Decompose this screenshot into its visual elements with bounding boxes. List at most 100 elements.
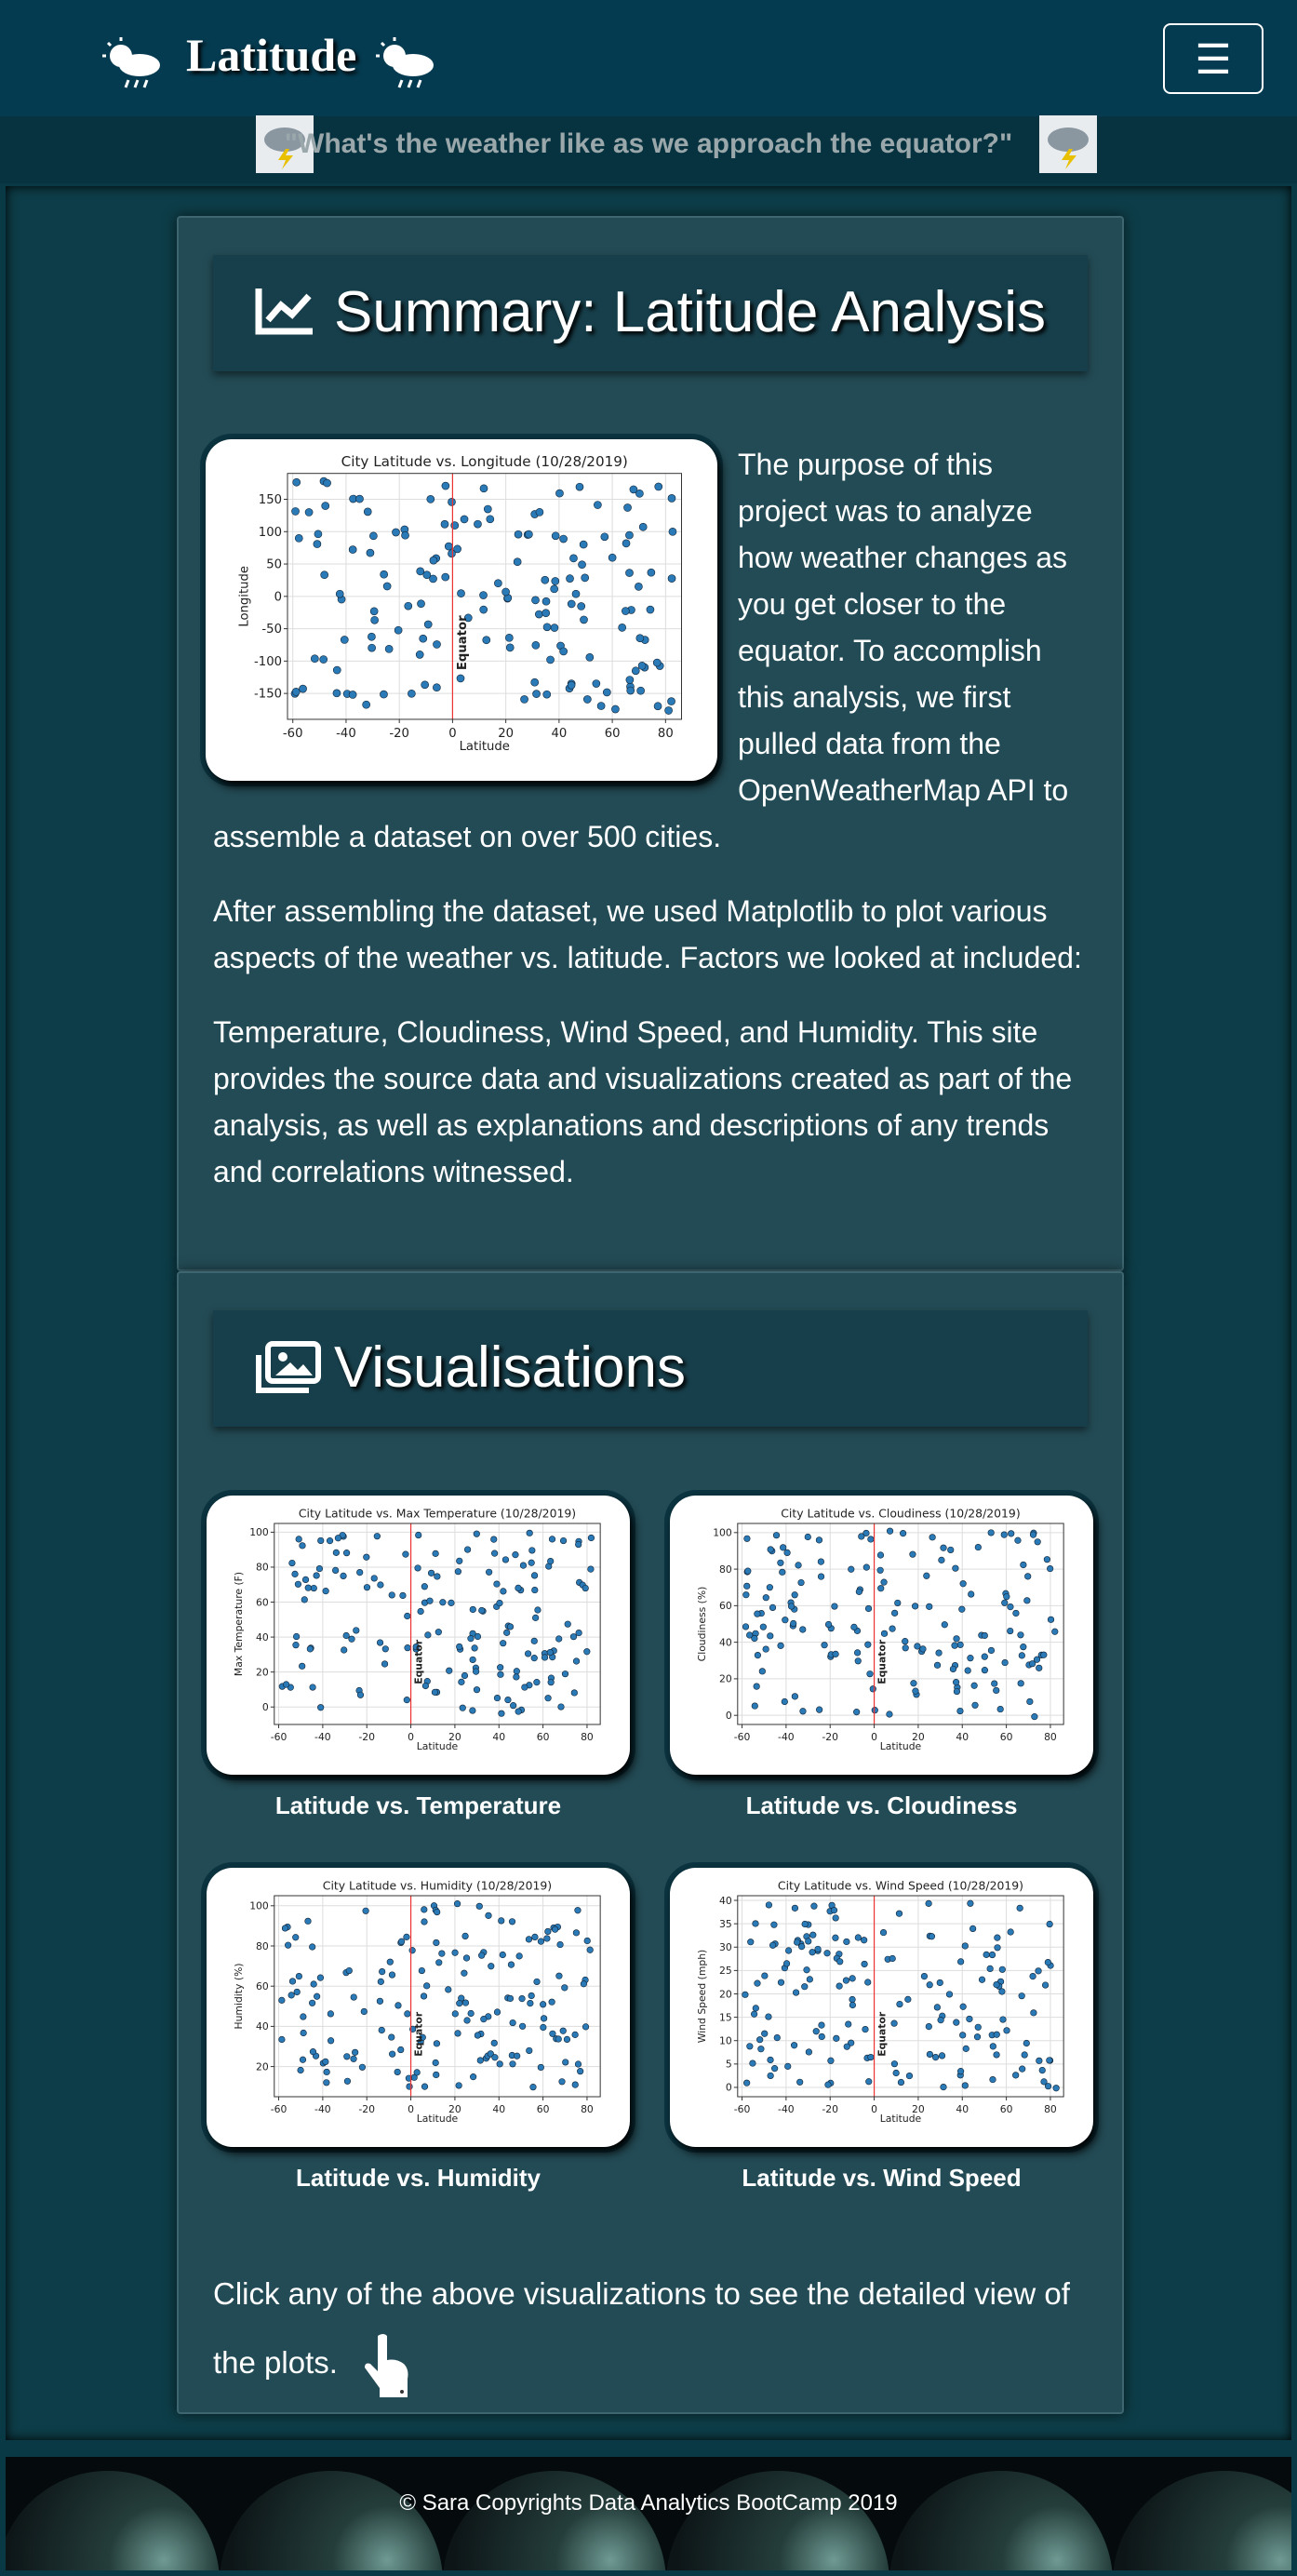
plot-frame[interactable]: -60 -40 -20 0 20 40 60 80 0 5 10 15 20 25 30 35 40 Equato… xyxy=(670,1868,1093,2147)
decor-dot xyxy=(773,2034,781,2042)
decor-dot xyxy=(1038,2067,1046,2074)
y-tick-label: 20 xyxy=(256,2060,269,2073)
decor-dot xyxy=(419,634,428,643)
decor-dot xyxy=(501,1556,510,1563)
plot-frame[interactable]: -60 -40 -20 0 20 40 60 80 0 20 40 60 80 100 Equator Cit… xyxy=(207,1496,630,1775)
decor-dot xyxy=(544,1927,552,1936)
decor-dot xyxy=(752,2005,759,2012)
decor-dot xyxy=(865,2078,873,2086)
decor-dot xyxy=(925,1899,932,1907)
decor-dot xyxy=(1012,1609,1020,1617)
decor-dot xyxy=(292,1642,300,1649)
decor-dot xyxy=(959,2003,967,2010)
decor-dot xyxy=(993,2051,1000,2059)
decor-dot xyxy=(513,1668,520,1675)
decor-dot xyxy=(1018,1652,1025,1659)
decor-dot xyxy=(823,1950,831,1957)
decor-dot xyxy=(999,2016,1007,2023)
decor-dot xyxy=(483,504,492,514)
x-tick-label: -60 xyxy=(734,2103,751,2115)
decor-dot xyxy=(369,607,379,616)
decor-dot xyxy=(567,599,576,609)
y-tick-label: 60 xyxy=(719,1600,732,1612)
decor-dot xyxy=(1040,2078,1048,2086)
decor-dot xyxy=(742,1991,749,1998)
x-tick-label: -40 xyxy=(778,1731,795,1743)
annotation: Equator xyxy=(456,615,470,670)
decor-dot xyxy=(432,2059,439,2067)
y-tick-label: 5 xyxy=(726,2059,732,2071)
decor-dot xyxy=(1001,1599,1009,1606)
plot-frame[interactable]: -60 -40 -20 0 20 40 60 80 20 40 60 80 100 Equator City… xyxy=(207,1868,630,2147)
footer xyxy=(0,2457,1297,2576)
y-tick-label: 100 xyxy=(249,1900,269,1912)
decor-dot xyxy=(1029,1531,1037,1538)
decor-dot xyxy=(332,1566,340,1575)
decor-dot xyxy=(418,1966,425,1975)
decor-dot xyxy=(582,2023,590,2031)
decor-dot xyxy=(886,1527,894,1535)
decor-dot xyxy=(510,1702,517,1710)
decor-dot xyxy=(592,679,601,688)
decor-dot xyxy=(498,1917,505,1925)
decor-dot xyxy=(1029,1972,1036,1980)
decor-dot xyxy=(787,1603,796,1610)
decor-dot xyxy=(756,2036,764,2044)
brand[interactable]: Latitude xyxy=(186,29,357,81)
decor-dot xyxy=(323,2068,330,2076)
decor-dot xyxy=(1047,1564,1054,1573)
decor-dot xyxy=(572,1657,581,1665)
decor-dot xyxy=(853,1709,861,1716)
decor-dot xyxy=(542,609,551,618)
y-tick-label: -150 xyxy=(254,688,282,702)
decor-dot xyxy=(563,2035,571,2044)
decor-dot xyxy=(845,2020,852,2028)
y-axis-label: Longitude xyxy=(238,566,252,627)
y-tick-label: 0 xyxy=(262,1701,269,1713)
decor-dot xyxy=(429,556,438,565)
decor-dot xyxy=(281,1925,289,1932)
decor-dot xyxy=(382,582,392,591)
chart-icon xyxy=(255,288,313,335)
decor-dot xyxy=(282,1681,290,1688)
decor-dot xyxy=(926,1981,933,1989)
decor-dot xyxy=(294,1580,302,1588)
decor-dot xyxy=(513,557,522,567)
x-tick-label: 0 xyxy=(871,1731,877,1743)
note-wrap: Click any of the above visualizations to… xyxy=(213,2260,1078,2399)
plot-frame[interactable]: -60 -40 -20 0 20 40 60 80 -150 -100 -50 0 50 100 150 Eq… xyxy=(206,439,717,781)
decor-dot xyxy=(583,695,592,704)
decor-dot xyxy=(580,1980,587,1988)
plot-frame[interactable]: -60 -40 -20 0 20 40 60 80 0 20 40 60 80 100 Equator Cit… xyxy=(670,1496,1093,1775)
decor-dot xyxy=(849,1975,856,1982)
decor-dot xyxy=(805,2048,812,2056)
decor-dot xyxy=(751,2010,758,2018)
decor-dot xyxy=(317,1704,325,1711)
scatter-plot: -60 -40 -20 0 20 40 60 80 0 20 40 60 80 100 Equator Cit… xyxy=(696,1507,1064,1752)
decor-dot xyxy=(1017,1680,1024,1687)
y-tick-label: 100 xyxy=(259,526,282,540)
decor-dot xyxy=(526,1529,533,1536)
decor-dot xyxy=(423,1982,431,1990)
decor-dot xyxy=(408,1947,416,1954)
decor-dot xyxy=(493,2008,501,2016)
decor-dot xyxy=(417,1607,424,1616)
menu-button[interactable]: ☰ xyxy=(1163,23,1264,94)
decor-dot xyxy=(817,1573,825,1580)
decor-dot xyxy=(322,2058,329,2065)
decor-dot xyxy=(849,2001,856,2009)
decor-dot xyxy=(421,2083,429,2090)
decor-dot xyxy=(751,1634,758,1643)
decor-dot xyxy=(753,1683,760,1690)
decor-dot xyxy=(555,489,564,498)
decor-dot xyxy=(293,1988,301,1996)
decor-dot xyxy=(321,502,330,510)
heading-text: Summary: Latitude Analysis xyxy=(334,280,1047,344)
decor-dot xyxy=(423,620,433,629)
decor-dot xyxy=(460,515,469,524)
decor-dot xyxy=(981,1667,988,1674)
decor-dot xyxy=(804,1533,811,1541)
decor-dot xyxy=(953,2019,960,2026)
decor-dot xyxy=(435,1959,443,1966)
decor-dot xyxy=(667,697,675,705)
